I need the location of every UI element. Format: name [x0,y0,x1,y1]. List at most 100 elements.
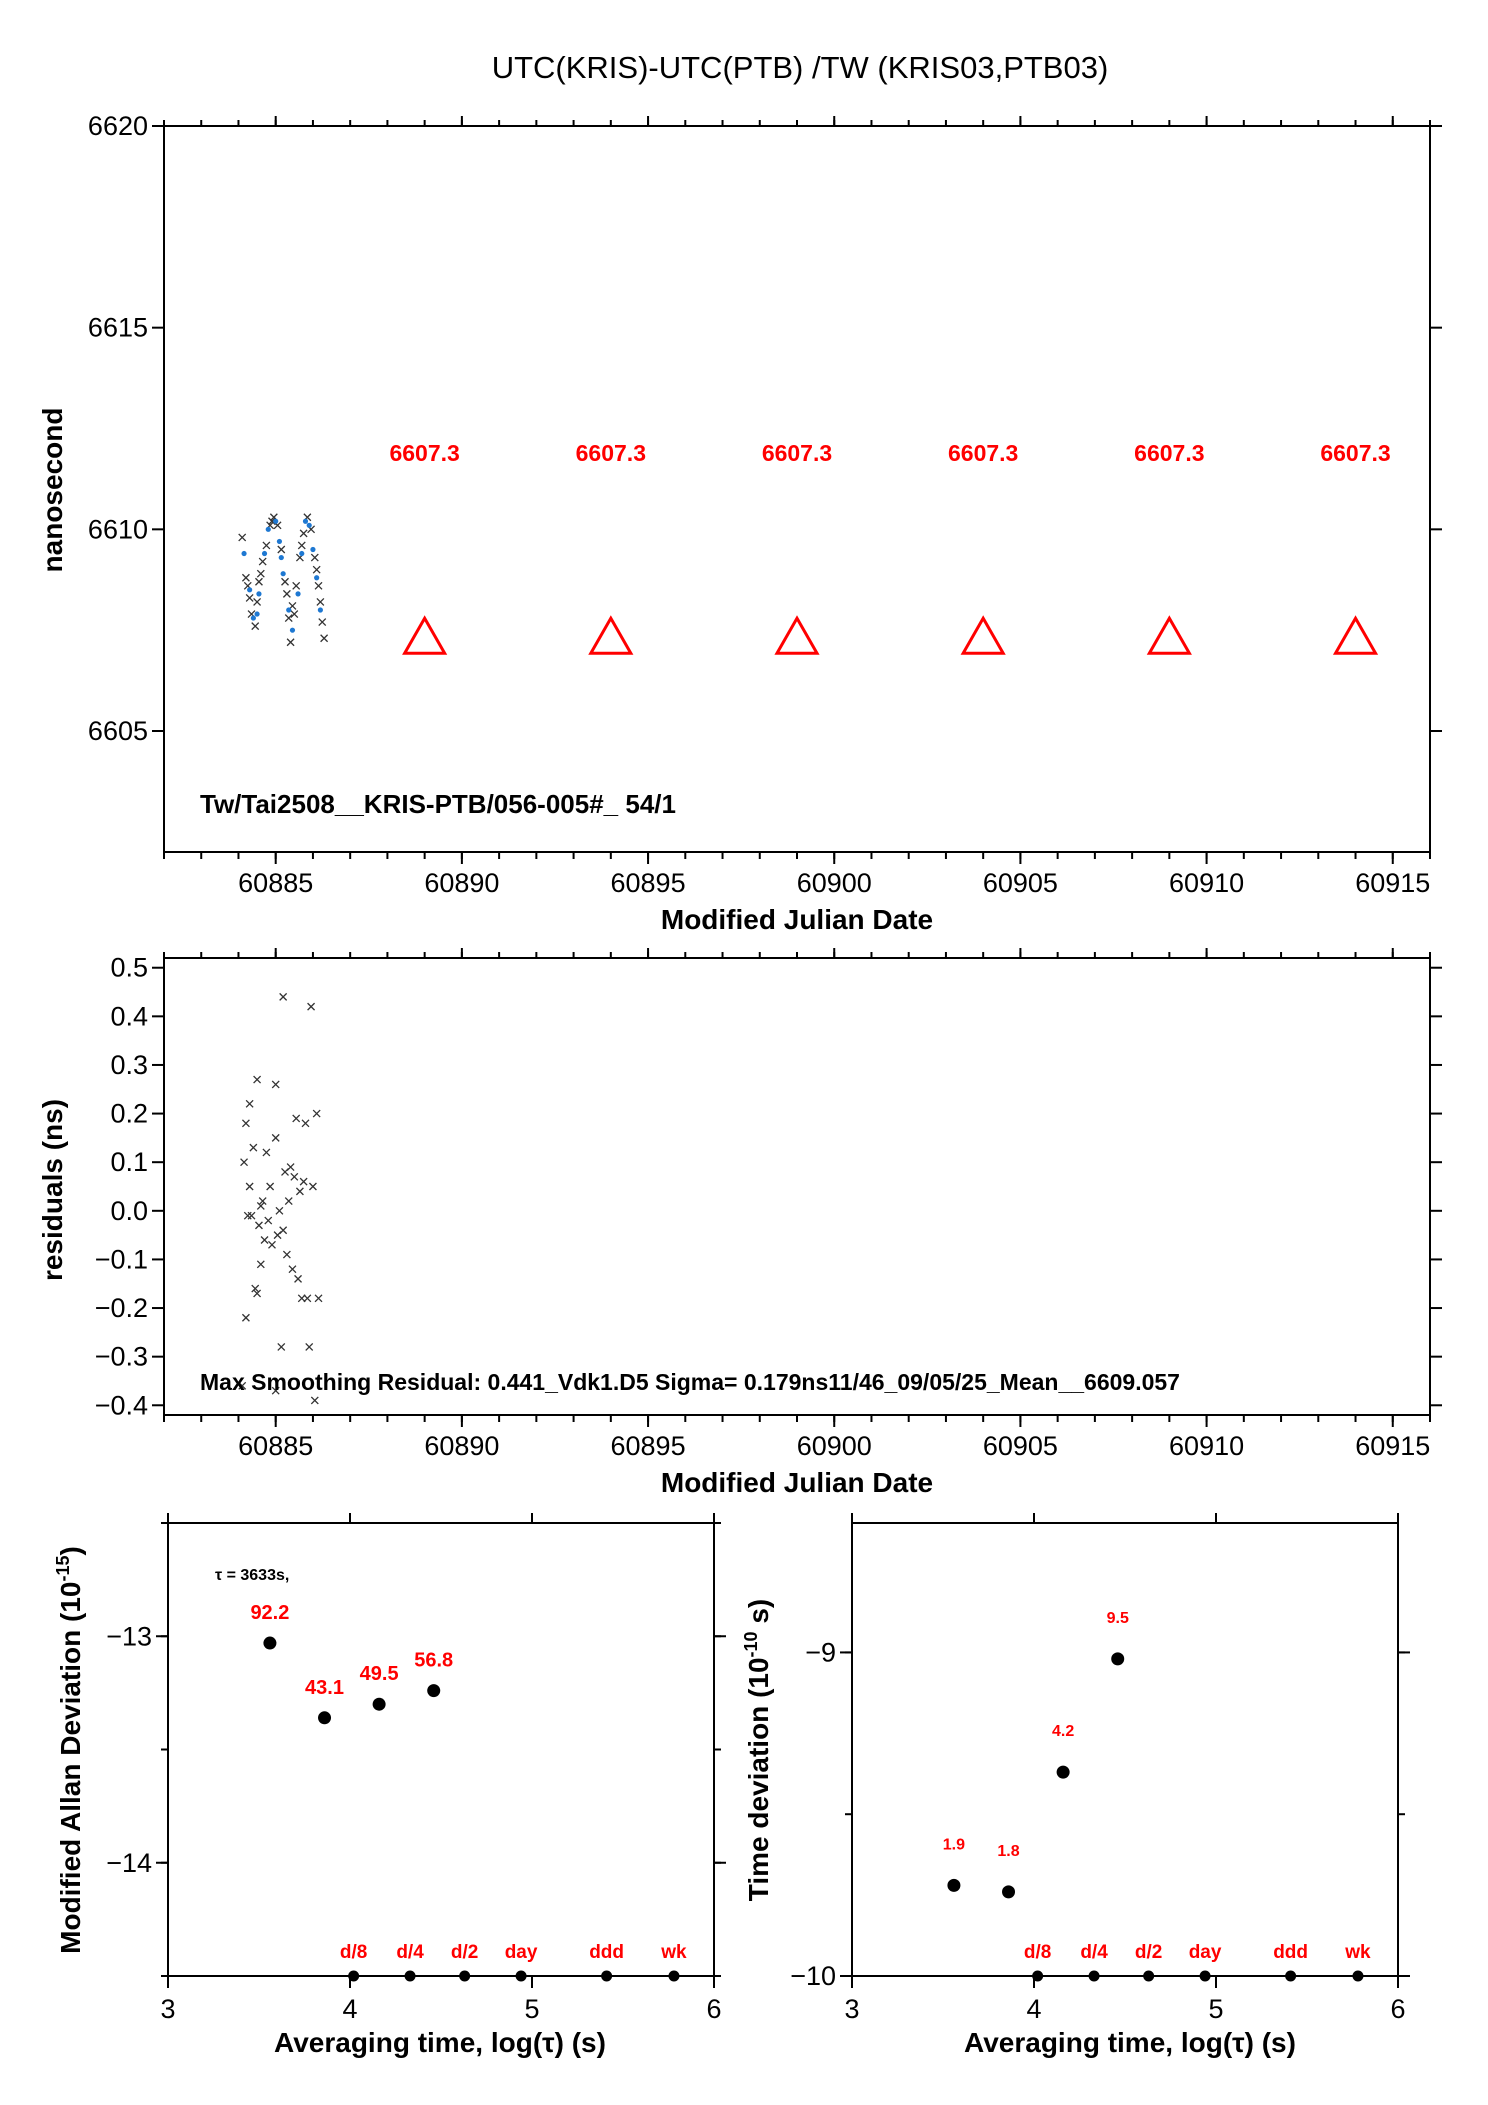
y-tick-label: 0.3 [110,1050,148,1080]
data-point-cross [286,638,295,647]
baseline-marker-label: d/8 [340,1942,367,1963]
residual-point [307,1002,316,1011]
data-point-dot [261,550,268,557]
deviation-point [1002,1885,1016,1899]
x-tick-label: 60900 [797,1431,872,1461]
data-point-cross [262,541,271,550]
y-tick-label: −10 [790,1961,836,1991]
mdev-panel: 3 4 5 6 −13 −14 92.2 43.1 49.5 56.8 d/8 d/4 d/2 day d… [53,1513,726,2058]
data-point-cross [314,581,323,590]
chart-title: UTC(KRIS)-UTC(PTB) /TW (KRIS03,PTB03) [492,50,1109,85]
y-tick-label: −13 [106,1621,152,1651]
residual-point [264,1216,273,1225]
residual-point [258,1197,267,1206]
deviation-point [1056,1765,1070,1779]
data-point-dot [250,615,256,621]
x-tick-label: 4 [1026,1994,1041,2024]
y-tick-label: 6605 [88,716,148,746]
tdev-ylabel: Time deviation (10-10 s) [741,1599,774,1902]
residual-point [245,1182,254,1191]
residual-point [266,1182,275,1191]
baseline-marker [459,1970,471,1982]
baseline-marker [1032,1970,1044,1982]
tdev-plot-frame [851,1522,1399,1977]
residual-point [303,1294,312,1303]
data-point-cross [290,610,299,618]
data-point-cross [299,529,308,538]
deviation-value-label: 92.2 [250,1602,289,1624]
residual-point [301,1119,310,1128]
residual-point [312,1109,321,1118]
x-tick-label: 5 [524,1994,539,2024]
x-tick-label: 4 [342,1994,357,2024]
data-point-cross [316,597,325,606]
residual-point [241,1119,250,1128]
residual-point [249,1143,258,1152]
data-point-cross [282,589,291,598]
residual-point [273,1231,282,1240]
residual-point [256,1260,265,1269]
data-point-dot [289,627,296,633]
residual-point [256,1201,265,1210]
data-point-cross [277,545,286,554]
baseline-marker-label: d/4 [1080,1942,1108,1963]
middle-xlabel: Modified Julian Date [661,1467,933,1498]
top-xlabel: Modified Julian Date [661,904,933,935]
baseline-marker [1199,1970,1211,1982]
mdev-plot-frame [167,1522,715,1977]
data-point-cross [238,533,247,542]
data-point-dot [286,607,292,613]
baseline-marker-label: d/8 [1024,1942,1051,1963]
x-tick-label: 60895 [611,868,686,898]
data-point-cross [256,569,265,578]
tdev-ylabel-main: Time deviation (10 [743,1657,774,1901]
data-point-dot [278,554,284,561]
deviation-value-label: 1.9 [943,1836,965,1853]
y-tick-label: 0.0 [110,1196,148,1226]
residual-point [310,1396,319,1405]
baseline-marker-label: day [505,1942,538,1963]
residual-point [253,1075,262,1084]
data-point-cross [241,573,250,582]
baseline-marker [1285,1970,1297,1982]
middle-data-marks [238,992,323,1405]
data-point-dot [241,550,247,557]
data-point-dot [247,587,253,593]
residual-point [268,1240,276,1249]
middle-plot-frame [163,957,1431,1416]
residual-point [238,1381,247,1390]
residual-point [295,1187,304,1196]
data-point-cross [318,618,327,627]
mdev-axis-ticks: 3 4 5 6 −13 −14 [106,1513,726,2024]
triangle-marker [1146,615,1192,655]
residual-point [260,1236,269,1244]
residual-point [305,1342,314,1351]
deviation-value-label: 9.5 [1107,1610,1129,1627]
residual-point [282,1250,291,1259]
triangle-marker [1332,615,1379,655]
data-point-cross [251,622,260,631]
residual-point [275,1206,284,1215]
baseline-marker-label: wk [660,1942,687,1963]
x-tick-label: 60900 [797,868,872,898]
triangle-value-label: 6607.3 [762,440,832,466]
data-point-cross [281,577,289,586]
baseline-marker [1352,1970,1364,1982]
data-point-cross [297,541,306,550]
triangle-marker [402,615,448,655]
x-tick-label: 60915 [1355,868,1430,898]
top-axis-ticks: 60885 60890 60895 60900 60905 60910 60915 6605 6… [88,111,1442,898]
x-tick-label: 60890 [424,1431,499,1461]
data-point-dot [306,522,312,528]
y-tick-label: 6610 [88,514,148,544]
data-point-cross [310,553,319,562]
deviation-point [427,1684,441,1698]
middle-panel: 60885 60890 60895 60900 60905 60910 60915 −0.4 −… [37,948,1442,1498]
x-tick-label: 60905 [983,868,1058,898]
deviation-value-label: 4.2 [1052,1723,1074,1740]
residual-point [271,1080,280,1089]
x-tick-label: 60905 [983,1431,1058,1461]
baseline-marker [1143,1970,1155,1982]
deviation-point [947,1878,961,1892]
residual-point [314,1294,323,1303]
